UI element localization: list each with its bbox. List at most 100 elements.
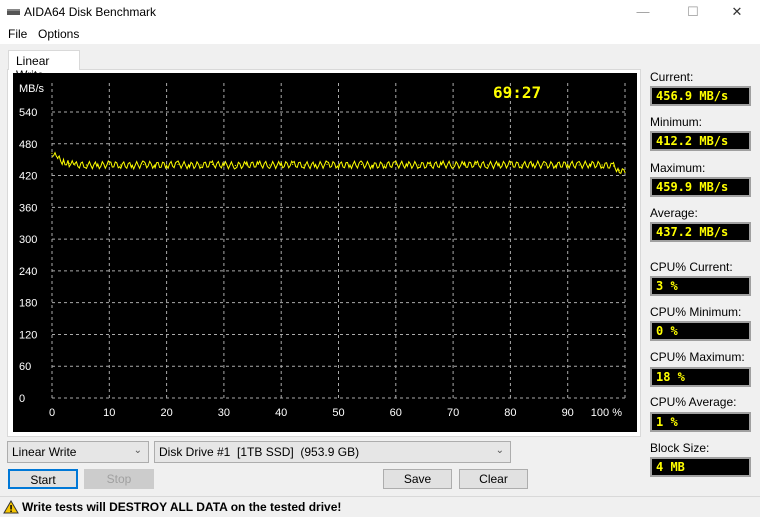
elapsed-timer: 69:27 bbox=[493, 83, 541, 102]
data-point bbox=[57, 158, 59, 160]
data-point bbox=[223, 164, 225, 166]
data-point bbox=[567, 163, 569, 166]
stat-label: Minimum: bbox=[650, 115, 703, 129]
write-speed-line bbox=[51, 151, 626, 174]
stat-value: 1 % bbox=[650, 412, 751, 432]
data-point bbox=[246, 164, 248, 166]
data-point bbox=[337, 164, 340, 166]
data-point bbox=[578, 164, 580, 166]
data-point bbox=[303, 164, 305, 166]
data-point bbox=[441, 163, 443, 166]
y-tick-label: 300 bbox=[19, 234, 37, 246]
stat-label: Current: bbox=[650, 70, 694, 84]
x-tick-label: 100 % bbox=[591, 407, 622, 419]
maximize-button[interactable]: ☐ bbox=[687, 4, 699, 19]
stop-button[interactable]: Stop bbox=[84, 469, 154, 489]
stat-label: CPU% Current: bbox=[650, 260, 733, 274]
status-text: Write tests will DESTROY ALL DATA on the… bbox=[22, 500, 342, 514]
data-point bbox=[200, 164, 202, 166]
test-select-value: Linear Write bbox=[12, 445, 77, 459]
data-point bbox=[108, 163, 110, 166]
x-tick-label: 10 bbox=[103, 407, 115, 419]
minimize-button[interactable]: — bbox=[636, 4, 650, 19]
window-title: AIDA64 Disk Benchmark bbox=[24, 5, 157, 19]
data-point bbox=[372, 164, 374, 167]
y-tick-label: 0 bbox=[19, 393, 25, 405]
data-point bbox=[120, 164, 122, 166]
data-point bbox=[521, 164, 523, 166]
status-bar: Write tests will DESTROY ALL DATA on the… bbox=[0, 496, 760, 517]
data-point bbox=[314, 164, 317, 167]
data-point bbox=[143, 163, 145, 166]
data-point bbox=[601, 164, 603, 166]
data-point bbox=[383, 164, 385, 166]
stat-value: 456.9 MB/s bbox=[650, 86, 751, 106]
data-point bbox=[509, 163, 511, 166]
x-tick-label: 50 bbox=[332, 407, 344, 419]
data-point bbox=[418, 164, 420, 166]
chevron-down-icon: ⌄ bbox=[495, 445, 504, 456]
data-point bbox=[463, 164, 466, 166]
data-point bbox=[612, 165, 615, 167]
stat-value: 437.2 MB/s bbox=[650, 222, 751, 242]
save-button[interactable]: Save bbox=[383, 469, 452, 489]
benchmark-chart: 0 60 120 180 240 300 360 420 480 540 0 10 20 30 40 50 60… bbox=[13, 73, 637, 432]
data-point bbox=[544, 164, 546, 166]
data-point bbox=[555, 164, 557, 166]
data-point bbox=[131, 164, 133, 167]
x-tick-label: 30 bbox=[218, 407, 230, 419]
data-point bbox=[177, 163, 179, 166]
data-point bbox=[74, 164, 76, 166]
close-button[interactable]: ✕ bbox=[731, 4, 743, 19]
stat-value: 412.2 MB/s bbox=[650, 131, 751, 151]
chevron-down-icon: ⌄ bbox=[133, 445, 142, 456]
data-point bbox=[590, 163, 592, 166]
clear-button[interactable]: Clear bbox=[459, 469, 528, 489]
data-point bbox=[486, 164, 489, 166]
x-tick-label: 40 bbox=[275, 407, 287, 419]
y-tick-label: 420 bbox=[19, 171, 37, 183]
data-point bbox=[85, 164, 87, 166]
stat-label: Maximum: bbox=[650, 161, 706, 175]
stat-value: 4 MB bbox=[650, 457, 751, 477]
menu-file[interactable]: File bbox=[8, 27, 28, 41]
data-point bbox=[292, 163, 294, 166]
stat-value: 3 % bbox=[650, 276, 751, 296]
y-tick-label: 240 bbox=[19, 266, 37, 278]
data-point bbox=[498, 164, 500, 166]
data-point bbox=[257, 163, 259, 166]
test-select[interactable]: Linear Write ⌄ bbox=[7, 441, 149, 463]
data-point bbox=[234, 164, 236, 167]
menu-bar: File Options bbox=[0, 24, 760, 44]
data-point bbox=[280, 164, 282, 166]
data-point bbox=[154, 164, 156, 166]
data-point bbox=[618, 169, 620, 171]
stat-label: Average: bbox=[650, 206, 698, 220]
chart-svg: 0 60 120 180 240 300 360 420 480 540 0 10 20 30 40 50 60… bbox=[19, 83, 626, 419]
y-tick-label: 60 bbox=[19, 361, 31, 373]
data-point bbox=[166, 164, 168, 166]
stat-value: 0 % bbox=[650, 321, 751, 341]
data-point bbox=[269, 164, 271, 166]
data-point bbox=[624, 171, 626, 173]
y-tick-label: 180 bbox=[19, 298, 37, 310]
data-point bbox=[326, 163, 328, 166]
stat-value: 459.9 MB/s bbox=[650, 177, 751, 197]
start-button[interactable]: Start bbox=[8, 469, 78, 489]
x-tick-label: 90 bbox=[562, 407, 574, 419]
stat-label: CPU% Average: bbox=[650, 395, 737, 409]
stat-value: 18 % bbox=[650, 367, 751, 387]
tab-linear-write[interactable]: Linear Write bbox=[8, 50, 80, 82]
data-point bbox=[475, 163, 477, 166]
x-tick-label: 20 bbox=[160, 407, 172, 419]
data-point bbox=[452, 164, 454, 166]
drive-select[interactable]: Disk Drive #1 [1TB SSD] (953.9 GB) ⌄ bbox=[154, 441, 511, 463]
data-point bbox=[68, 162, 70, 164]
title-bar: AIDA64 Disk Benchmark — ☐ ✕ bbox=[0, 0, 760, 24]
data-point bbox=[211, 163, 214, 166]
menu-options[interactable]: Options bbox=[38, 27, 80, 41]
data-point bbox=[429, 164, 431, 167]
data-point bbox=[51, 152, 53, 154]
drive-select-value: Disk Drive #1 [1TB SSD] (953.9 GB) bbox=[159, 445, 360, 459]
data-point bbox=[62, 161, 65, 163]
